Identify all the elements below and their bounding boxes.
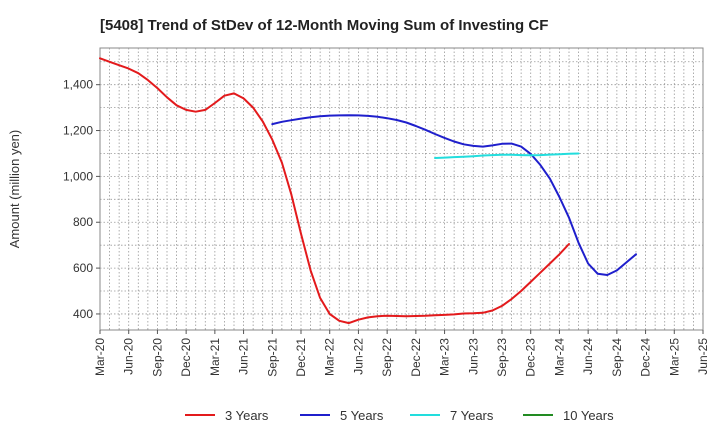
series-line-7-years	[434, 152, 580, 159]
series-group	[99, 57, 637, 325]
x-tick-label: Jun-21	[237, 338, 251, 375]
x-tick-label: Jun-22	[351, 338, 365, 375]
x-tick-label: Sep-21	[265, 338, 279, 377]
x-tick-label: Sep-23	[495, 338, 509, 377]
legend-label: 7 Years	[450, 408, 494, 423]
y-tick-label: 1,400	[63, 78, 93, 92]
y-tick-label: 400	[73, 307, 93, 321]
legend-label: 5 Years	[340, 408, 384, 423]
legend: 3 Years 5 Years 7 Years 10 Years	[185, 408, 614, 423]
x-tick-label: Mar-21	[208, 338, 222, 376]
y-tick-label: 1,200	[63, 124, 93, 138]
y-tick-label: 800	[73, 215, 93, 229]
x-tick-label: Sep-22	[380, 338, 394, 377]
y-axis-ticks: 400 600 800 1,000 1,200 1,400	[63, 78, 100, 321]
x-tick-label: Dec-21	[294, 338, 308, 377]
x-tick-label: Jun-23	[466, 338, 480, 375]
y-tick-label: 1,000	[63, 169, 93, 183]
x-tick-label: Mar-22	[323, 338, 337, 376]
y-axis-label: Amount (million yen)	[7, 130, 22, 249]
x-tick-label: Dec-24	[639, 338, 653, 377]
legend-label: 10 Years	[563, 408, 614, 423]
x-tick-label: Jun-25	[696, 338, 710, 375]
x-tick-label: Mar-23	[438, 338, 452, 376]
series-line-5-years	[271, 114, 637, 276]
legend-label: 3 Years	[225, 408, 269, 423]
x-tick-label: Mar-25	[667, 338, 681, 376]
grid-lines	[100, 48, 703, 330]
x-tick-label: Mar-20	[93, 338, 107, 376]
x-tick-label: Dec-22	[409, 338, 423, 377]
plot-area	[99, 47, 704, 331]
x-tick-label: Sep-24	[610, 338, 624, 377]
x-tick-label: Sep-20	[150, 338, 164, 377]
x-tick-label: Jun-20	[122, 338, 136, 375]
series-line-3-years	[99, 57, 570, 325]
x-tick-label: Dec-23	[524, 338, 538, 377]
x-tick-label: Jun-24	[581, 338, 595, 375]
x-tick-label: Mar-24	[552, 338, 566, 376]
y-tick-label: 600	[73, 261, 93, 275]
x-axis-ticks: Mar-20 Jun-20 Sep-20 Dec-20 Mar-21 Jun-21 Sep-…	[93, 330, 710, 377]
x-tick-label: Dec-20	[179, 338, 193, 377]
chart-title: [5408] Trend of StDev of 12-Month Moving…	[100, 17, 548, 34]
